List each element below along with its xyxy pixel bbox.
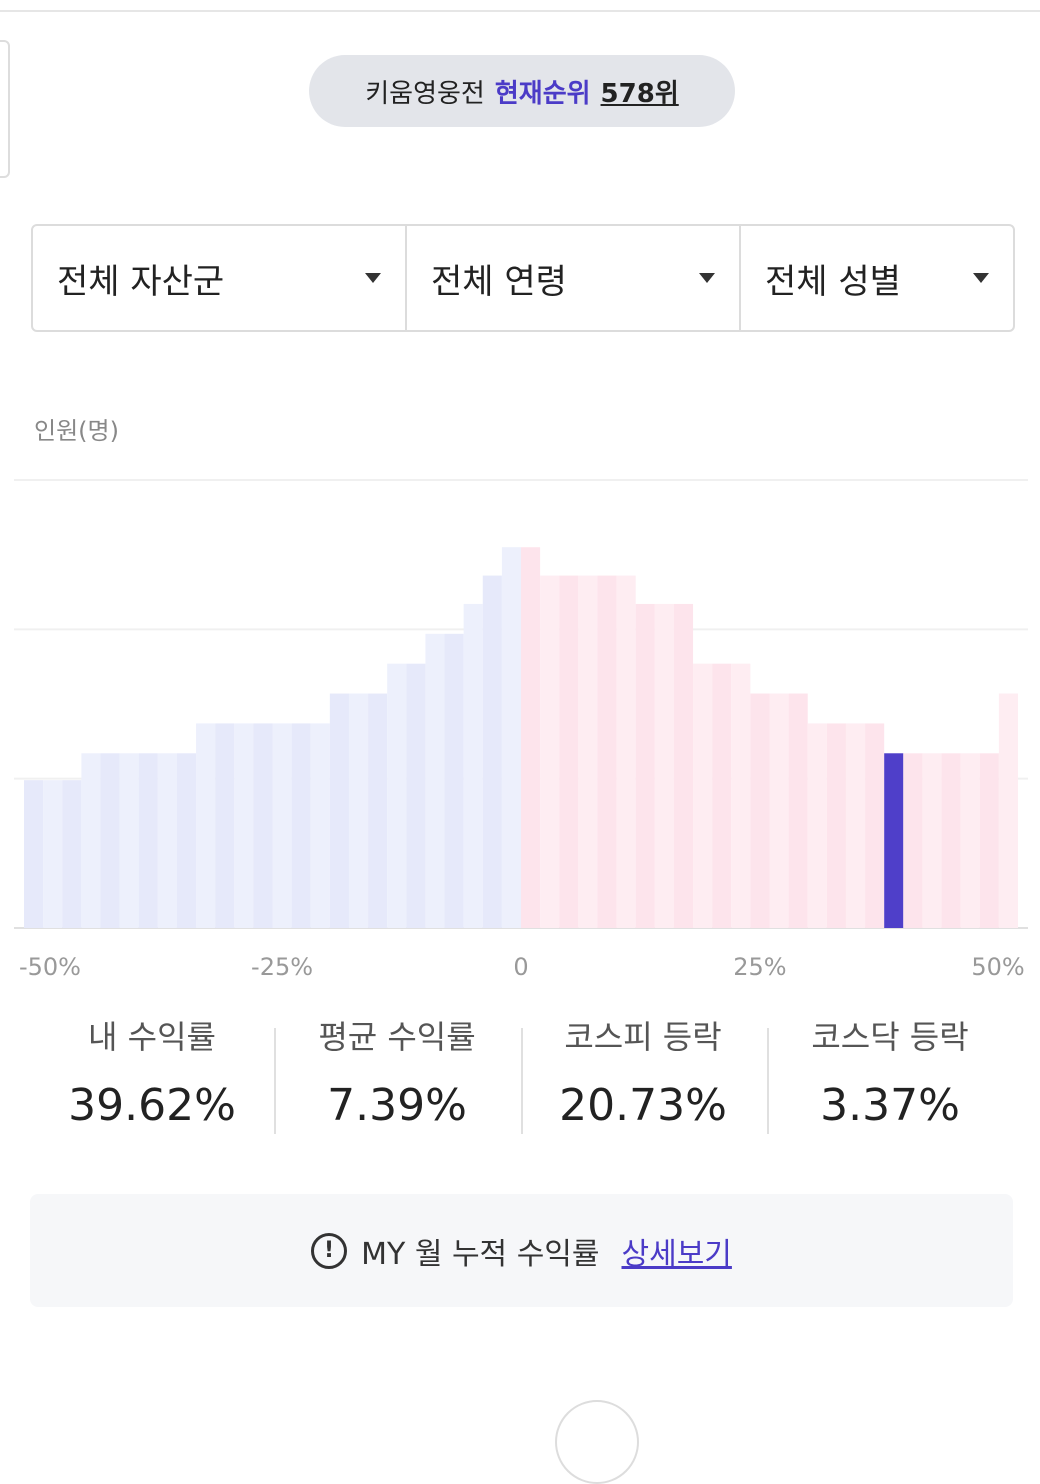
filter-label: 전체 자산군: [57, 261, 225, 302]
bar: [769, 693, 789, 928]
bar: [24, 780, 44, 928]
stat: 코스닥 등락 3.37%: [767, 1012, 1013, 1131]
stat-label: 코스피 등락: [564, 1018, 722, 1056]
filter-label: 전체 성별: [765, 261, 901, 302]
bar: [654, 603, 674, 928]
bar: [253, 723, 273, 928]
rank-label: 현재순위: [494, 78, 591, 109]
x-tick-label: -50%: [19, 953, 81, 981]
bar: [979, 753, 999, 928]
stat-label: 평균 수익률: [318, 1018, 476, 1056]
bar: [196, 723, 216, 928]
bar: [43, 780, 63, 928]
bar: [62, 780, 82, 928]
bar: [406, 663, 426, 928]
bar: [521, 547, 541, 928]
bar: [81, 753, 101, 928]
stat-label: 코스닥 등락: [811, 1018, 969, 1056]
filter-label: 전체 연령: [431, 261, 567, 302]
bar: [444, 633, 464, 928]
bar: [100, 753, 120, 928]
detail-link[interactable]: 상세보기: [621, 1236, 732, 1272]
bar: [616, 575, 636, 928]
bar: [807, 723, 827, 928]
divider: [0, 10, 1040, 12]
filter-dropdown[interactable]: 전체 자산군: [33, 226, 405, 330]
rank-value[interactable]: 578위: [600, 78, 679, 109]
side-tab[interactable]: [0, 40, 10, 178]
stat-value: 20.73%: [559, 1080, 727, 1131]
info-icon: !: [311, 1232, 348, 1269]
filter-dropdown[interactable]: 전체 연령: [405, 226, 739, 330]
stat: 내 수익률 39.62%: [29, 1012, 275, 1131]
x-tick-label: 25%: [733, 953, 786, 981]
page: 키움영웅전 현재순위 578위 전체 자산군 전체 연령 전체 성별 인원(명)…: [0, 10, 1040, 1484]
rank-badge: 키움영웅전 현재순위 578위: [309, 55, 735, 127]
stat-value: 3.37%: [820, 1080, 960, 1131]
stat-value: 7.39%: [327, 1080, 467, 1131]
event-name: 키움영웅전: [365, 78, 485, 109]
bar: [234, 723, 254, 928]
bar: [291, 723, 311, 928]
stat: 평균 수익률 7.39%: [274, 1012, 520, 1131]
bar: [903, 753, 923, 928]
info-text: MY 월 누적 수익률: [361, 1236, 600, 1272]
bar: [559, 575, 579, 928]
x-tick-label: -25%: [251, 953, 313, 981]
bar: [368, 693, 388, 928]
stat-label: 내 수익률: [88, 1018, 216, 1056]
bar: [501, 547, 521, 928]
bar: [119, 753, 139, 928]
info-box: ! MY 월 누적 수익률 상세보기: [30, 1194, 1013, 1307]
bar: [826, 723, 846, 928]
bar: [635, 603, 655, 928]
bar: [884, 753, 904, 928]
bar: [348, 693, 369, 928]
divider: [767, 1028, 769, 1134]
bar: [960, 753, 980, 928]
stat-value: 39.62%: [68, 1080, 236, 1131]
x-tick-label: 50%: [971, 953, 1024, 981]
bar: [157, 753, 177, 928]
bar: [750, 693, 770, 928]
bar: [845, 723, 866, 928]
bar: [463, 603, 483, 928]
histogram: 인원(명) -50% -25% 0 25% 50%: [14, 417, 1028, 981]
y-axis-label: 인원(명): [34, 417, 119, 445]
bar: [310, 723, 330, 928]
bar: [329, 693, 349, 928]
stat: 코스피 등락 20.73%: [520, 1012, 766, 1131]
bar: [941, 753, 961, 928]
bar: [425, 633, 445, 928]
dropdown-arrow: [699, 273, 715, 283]
bar: [998, 693, 1018, 928]
bar: [865, 723, 885, 928]
dropdown-arrow: [365, 273, 381, 283]
bar: [138, 753, 158, 928]
bar: [693, 663, 713, 928]
filter-dropdown[interactable]: 전체 성별: [739, 226, 1013, 330]
bar: [387, 663, 407, 928]
bar: [922, 753, 942, 928]
bar: [215, 723, 235, 928]
divider: [521, 1028, 523, 1134]
bar: [731, 663, 751, 928]
filter-bar: 전체 자산군 전체 연령 전체 성별: [31, 224, 1015, 332]
bar: [176, 753, 197, 928]
scroll-button[interactable]: [555, 1400, 639, 1484]
bar: [597, 575, 617, 928]
x-tick-label: 0: [513, 953, 528, 981]
bar: [673, 603, 694, 928]
divider: [274, 1028, 276, 1134]
bar: [712, 663, 732, 928]
bar: [482, 575, 502, 928]
bar: [788, 693, 808, 928]
bar: [578, 575, 598, 928]
bar: [540, 575, 560, 928]
dropdown-arrow: [973, 273, 989, 283]
bar: [272, 723, 292, 928]
